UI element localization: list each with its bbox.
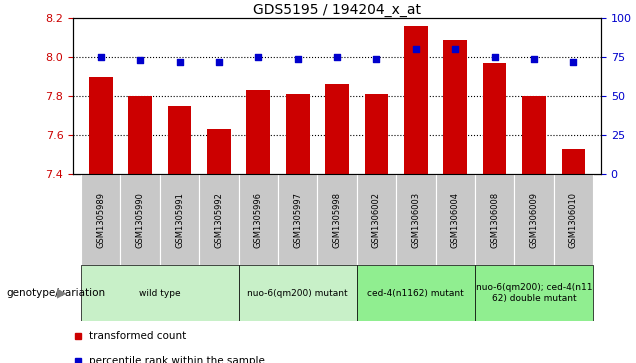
Text: GSM1305996: GSM1305996 xyxy=(254,192,263,248)
Text: GSM1305992: GSM1305992 xyxy=(214,192,223,248)
Bar xyxy=(364,94,389,174)
Text: GSM1305991: GSM1305991 xyxy=(175,192,184,248)
Bar xyxy=(89,77,113,174)
Bar xyxy=(278,174,317,265)
Bar xyxy=(443,40,467,174)
Bar xyxy=(128,96,152,174)
Bar xyxy=(357,265,475,321)
Point xyxy=(95,54,106,60)
Text: nuo-6(qm200) mutant: nuo-6(qm200) mutant xyxy=(247,289,348,298)
Bar xyxy=(554,174,593,265)
Text: ced-4(n1162) mutant: ced-4(n1162) mutant xyxy=(368,289,464,298)
Text: GSM1305998: GSM1305998 xyxy=(333,192,342,248)
Text: percentile rank within the sample: percentile rank within the sample xyxy=(89,356,265,363)
Bar xyxy=(325,85,349,174)
Point xyxy=(529,56,539,62)
Text: ▶: ▶ xyxy=(57,287,67,299)
Bar xyxy=(475,174,515,265)
Point xyxy=(174,59,184,65)
Bar xyxy=(475,265,593,321)
Bar xyxy=(247,90,270,174)
Text: GSM1306010: GSM1306010 xyxy=(569,192,578,248)
Text: GSM1306004: GSM1306004 xyxy=(451,192,460,248)
Bar xyxy=(317,174,357,265)
Text: GSM1305997: GSM1305997 xyxy=(293,192,302,248)
Text: genotype/variation: genotype/variation xyxy=(6,288,106,298)
Text: GSM1306002: GSM1306002 xyxy=(372,192,381,248)
Bar xyxy=(199,174,238,265)
Point xyxy=(569,59,579,65)
Text: GSM1306003: GSM1306003 xyxy=(411,192,420,248)
Bar xyxy=(81,174,120,265)
Bar xyxy=(522,96,546,174)
Bar xyxy=(286,94,310,174)
Text: GSM1305989: GSM1305989 xyxy=(96,192,105,248)
Text: nuo-6(qm200); ced-4(n11
62) double mutant: nuo-6(qm200); ced-4(n11 62) double mutan… xyxy=(476,284,592,303)
Point xyxy=(411,46,421,52)
Text: transformed count: transformed count xyxy=(89,331,186,341)
Bar xyxy=(238,265,357,321)
Text: GSM1306009: GSM1306009 xyxy=(530,192,539,248)
Bar xyxy=(238,174,278,265)
Bar xyxy=(483,63,506,174)
Point xyxy=(293,56,303,62)
Bar xyxy=(515,174,554,265)
Point xyxy=(214,59,224,65)
Text: wild type: wild type xyxy=(139,289,181,298)
Bar xyxy=(396,174,436,265)
Point xyxy=(450,46,460,52)
Point xyxy=(135,57,145,63)
Bar xyxy=(168,106,191,174)
Bar xyxy=(436,174,475,265)
Bar xyxy=(207,129,231,174)
Point xyxy=(332,54,342,60)
Bar xyxy=(404,26,427,174)
Text: GSM1306008: GSM1306008 xyxy=(490,192,499,248)
Point xyxy=(490,54,500,60)
Title: GDS5195 / 194204_x_at: GDS5195 / 194204_x_at xyxy=(253,3,421,17)
Bar xyxy=(160,174,199,265)
Bar xyxy=(120,174,160,265)
Text: GSM1305990: GSM1305990 xyxy=(135,192,144,248)
Point xyxy=(253,54,263,60)
Bar xyxy=(562,149,585,174)
Point xyxy=(371,56,382,62)
Bar xyxy=(357,174,396,265)
Bar xyxy=(81,265,238,321)
